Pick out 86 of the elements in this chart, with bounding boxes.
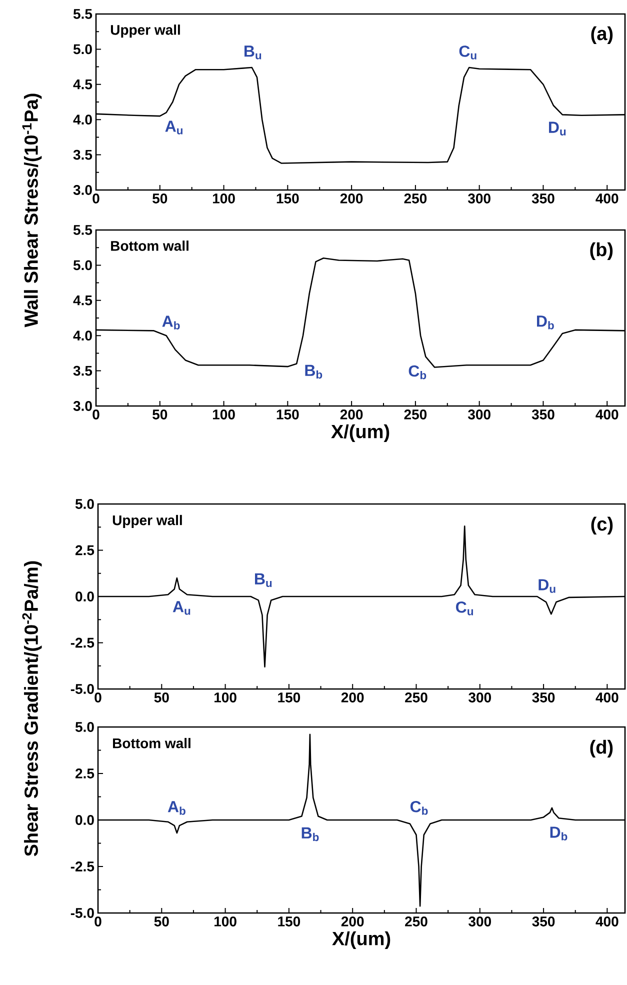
annotation: A$_{b}$ — [168, 801, 186, 815]
x-axis-title: X/(um) — [332, 931, 390, 950]
y-axis-title: Shear Stress Gradient/(10$^{-2}$Pa/m) — [22, 561, 42, 856]
x-tick-label: 0 — [94, 916, 102, 926]
x-tick-label: 300 — [468, 194, 490, 204]
y-tick-label: 3.0 — [73, 185, 92, 195]
y-tick-label: 5.0 — [73, 44, 92, 54]
y-tick-label: 5.0 — [73, 260, 92, 270]
y-tick-label: -2.5 — [70, 862, 94, 872]
y-tick-label: 5.0 — [75, 499, 94, 509]
x-tick-label: 50 — [154, 916, 169, 926]
y-tick-label: 5.5 — [73, 9, 92, 19]
y-tick-label: 3.0 — [73, 401, 92, 411]
annotation: Bottom wall — [111, 240, 188, 251]
y-tick-label: -5.0 — [70, 908, 94, 918]
annotation: C$_{b}$ — [408, 365, 426, 380]
annotation: D$_{b}$ — [550, 826, 568, 840]
annotation: (b) — [590, 242, 613, 260]
annotation: A$_{u}$ — [165, 120, 182, 134]
annotation: Upper wall — [110, 24, 180, 38]
annotation: B$_{b}$ — [302, 827, 319, 842]
annotation: D$_{u}$ — [538, 579, 556, 593]
y-tick-label: 3.5 — [73, 366, 92, 376]
y-tick-label: -2.5 — [70, 638, 94, 648]
annotation: (c) — [591, 516, 613, 534]
x-tick-label: 50 — [154, 692, 169, 702]
y-tick-label: 4.0 — [73, 114, 92, 125]
y-tick-label: 0.0 — [76, 815, 94, 825]
x-tick-label: 300 — [468, 410, 490, 420]
x-tick-label: 200 — [341, 692, 364, 702]
annotation: (d) — [590, 740, 613, 758]
x-tick-label: 100 — [212, 194, 235, 204]
x-tick-label: 400 — [596, 194, 618, 204]
annotation: Upper wall — [112, 514, 182, 528]
annotation: B$_{u}$ — [244, 46, 262, 60]
x-tick-label: 0 — [92, 410, 100, 420]
y-tick-label: 4.5 — [73, 80, 92, 90]
x-tick-label: 300 — [468, 916, 491, 926]
x-tick-label: 0 — [94, 692, 102, 702]
x-tick-label: 200 — [341, 916, 364, 926]
x-tick-label: 250 — [405, 692, 428, 702]
y-tick-label: 4.5 — [73, 296, 92, 306]
x-tick-label: 350 — [532, 692, 555, 702]
y-axis-title: Wall Shear Stress/(10$^{-1}$Pa) — [22, 94, 42, 328]
annotation: C$_{u}$ — [459, 46, 476, 60]
x-tick-label: 250 — [405, 916, 428, 926]
y-tick-label: 2.5 — [75, 768, 94, 778]
y-tick-label: 2.5 — [75, 545, 94, 556]
x-tick-label: 200 — [340, 410, 363, 420]
x-tick-label: 350 — [532, 916, 555, 926]
x-tick-label: 50 — [152, 194, 168, 204]
y-tick-label: 4.0 — [73, 330, 92, 341]
x-tick-label: 100 — [214, 692, 236, 702]
x-tick-label: 150 — [278, 916, 300, 926]
x-tick-label: 200 — [340, 194, 363, 204]
y-tick-label: -5.0 — [70, 684, 94, 694]
y-tick-label: 5.0 — [75, 722, 94, 732]
x-tick-label: 400 — [596, 916, 618, 926]
annotation: A$_{u}$ — [172, 601, 190, 615]
x-tick-label: 350 — [532, 410, 554, 420]
annotation: B$_{u}$ — [255, 573, 272, 588]
x-tick-label: 250 — [404, 194, 427, 204]
x-tick-label: 150 — [278, 692, 300, 702]
y-tick-label: 3.5 — [73, 150, 92, 160]
x-tick-label: 400 — [596, 692, 618, 702]
x-tick-label: 250 — [404, 410, 427, 420]
x-tick-label: 150 — [276, 410, 299, 420]
annotation: C$_{u}$ — [456, 601, 473, 616]
x-tick-label: 150 — [276, 194, 299, 204]
x-tick-label: 100 — [212, 410, 235, 420]
y-tick-label: 5.5 — [73, 225, 92, 235]
y-tick-label: 0.0 — [76, 592, 94, 602]
x-tick-label: 400 — [596, 410, 618, 420]
annotation: D$_{u}$ — [549, 122, 566, 136]
annotation: C$_{b}$ — [410, 800, 428, 815]
annotation: (a) — [591, 26, 613, 44]
x-axis-title: X/(um) — [331, 424, 390, 442]
x-tick-label: 350 — [532, 194, 554, 204]
annotation: Bottom wall — [113, 738, 190, 748]
annotation: D$_{b}$ — [537, 316, 554, 330]
annotation: A$_{b}$ — [162, 316, 180, 330]
annotation: B$_{b}$ — [305, 364, 322, 379]
x-tick-label: 0 — [92, 194, 100, 204]
x-tick-label: 100 — [214, 916, 236, 926]
x-tick-label: 50 — [152, 410, 168, 420]
x-tick-label: 300 — [468, 692, 491, 702]
